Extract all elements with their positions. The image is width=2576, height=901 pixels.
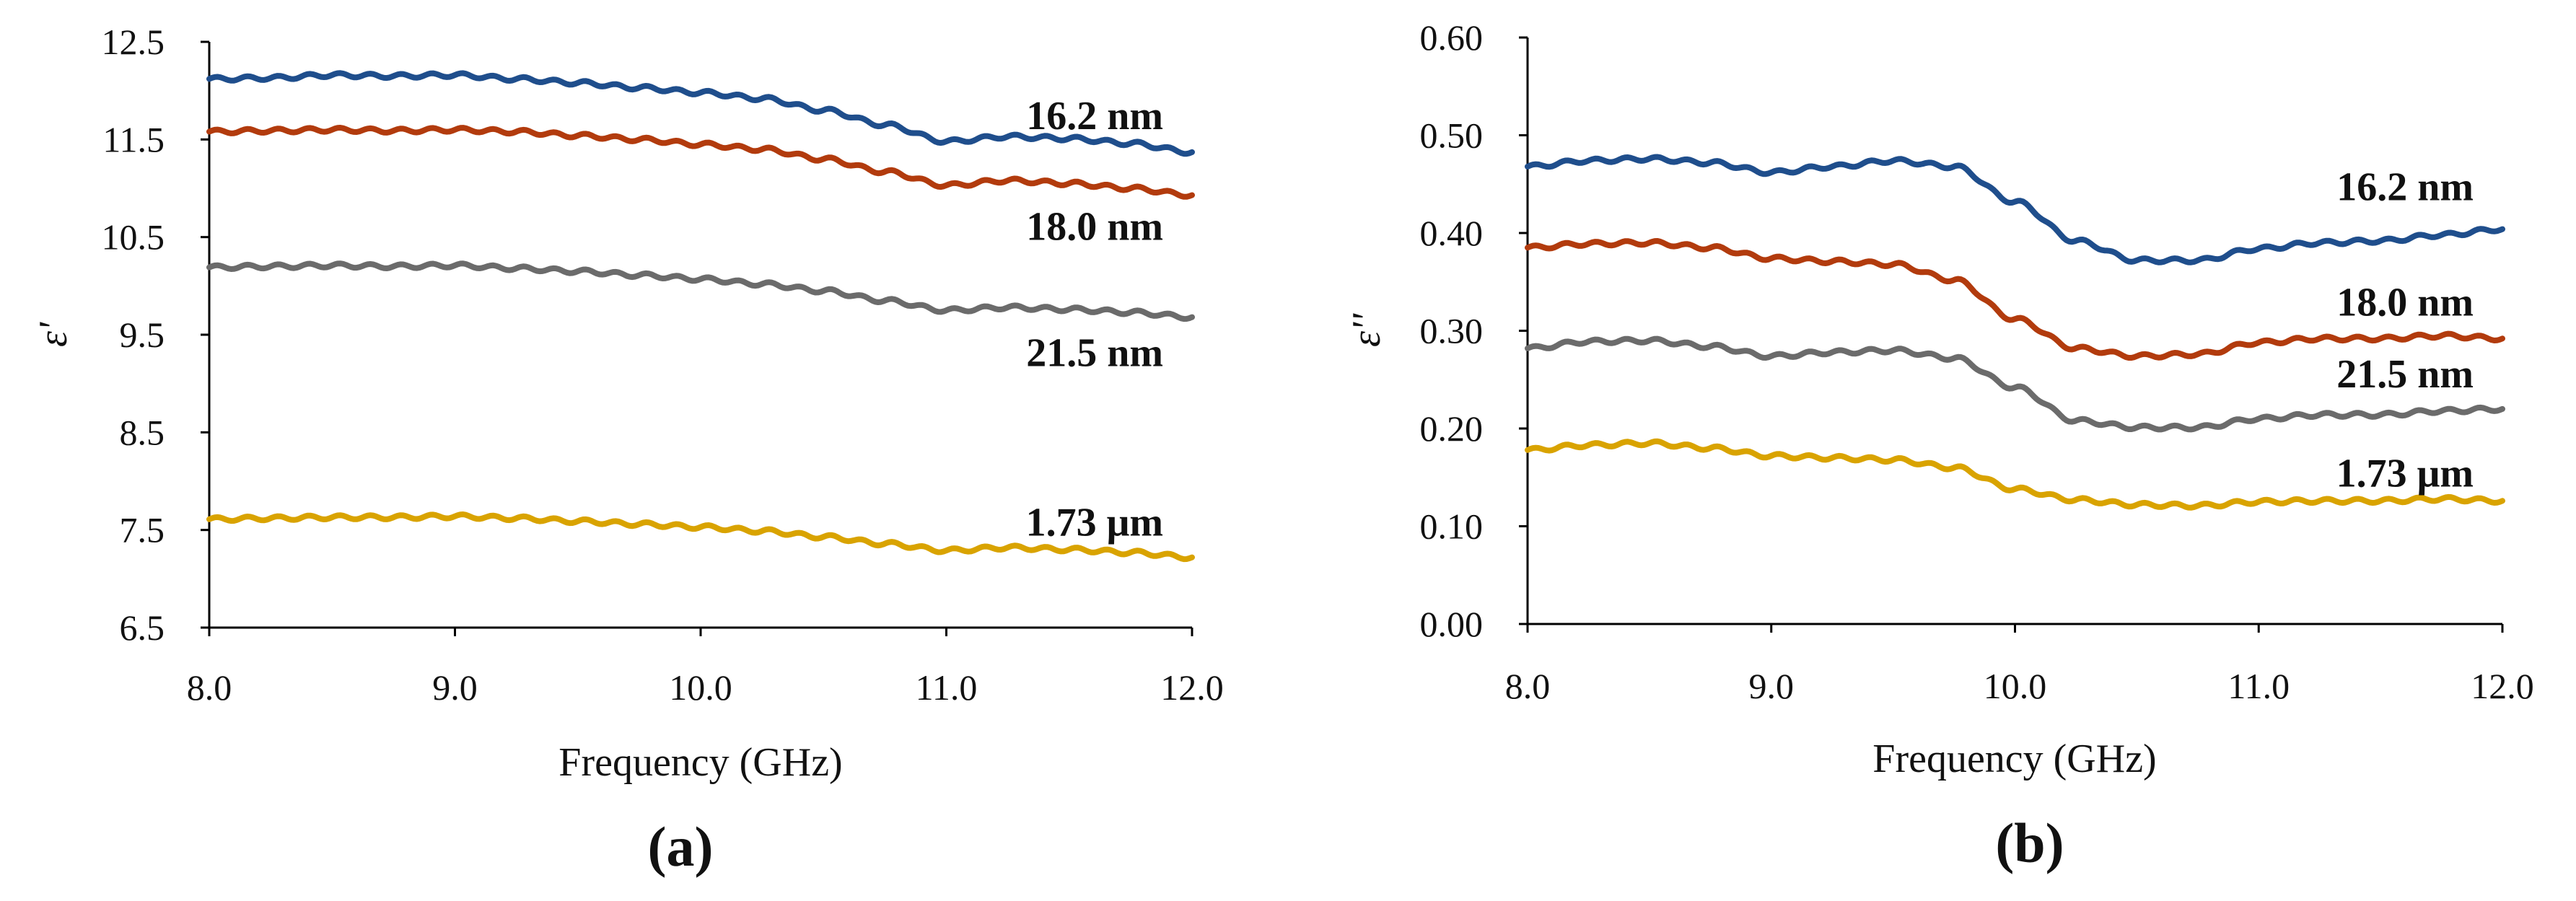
panel-label-a: (a) xyxy=(648,815,714,878)
y-tick-label: 7.5 xyxy=(120,510,165,550)
series-label: 21.5 nm xyxy=(2336,352,2474,397)
panel-label-b: (b) xyxy=(1995,812,2064,874)
series-label: 18.0 nm xyxy=(2336,280,2474,325)
y-tick-label: 0.50 xyxy=(1420,115,1484,156)
series-line-1 xyxy=(1525,238,2505,361)
series-lines xyxy=(1525,154,2505,511)
series-label: 1.73 μm xyxy=(2336,451,2474,496)
x-tick-label: 11.0 xyxy=(916,667,978,708)
series-line-2 xyxy=(206,260,1195,322)
x-tick-label: 9.0 xyxy=(1749,666,1795,706)
x-tick-label: 12.0 xyxy=(2471,666,2534,706)
y-tick-label: 0.30 xyxy=(1420,311,1484,351)
x-axis-title: Frequency (GHz) xyxy=(1872,737,2156,781)
y-tick-label: 10.5 xyxy=(102,217,165,258)
series-line-1 xyxy=(206,125,1195,200)
x-tick-label: 11.0 xyxy=(2227,666,2290,706)
series-label: 1.73 μm xyxy=(1026,501,1163,545)
y-tick-label: 11.5 xyxy=(102,119,165,159)
y-axis-title: ε'' xyxy=(1344,313,1389,347)
series-labels: 16.2 nm 18.0 nm 21.5 nm 1.73 μm xyxy=(1026,94,1163,545)
x-tick-label: 8.0 xyxy=(1505,666,1551,706)
series-line-0 xyxy=(1525,154,2505,265)
series-line-3 xyxy=(206,511,1195,563)
y-axis-title: ε' xyxy=(31,322,76,347)
series-line-3 xyxy=(1525,438,2505,511)
series-label: 16.2 nm xyxy=(2336,165,2474,210)
y-tick-label: 8.5 xyxy=(120,412,165,452)
y-tick-label: 0.00 xyxy=(1420,604,1484,644)
x-axis-title: Frequency (GHz) xyxy=(558,740,842,785)
series-line-0 xyxy=(206,70,1195,157)
x-tick-label: 10.0 xyxy=(1984,666,2047,706)
series-label: 21.5 nm xyxy=(1026,331,1163,376)
series-labels: 16.2 nm 18.0 nm 21.5 nm 1.73 μm xyxy=(2336,165,2474,496)
y-tick-label: 6.5 xyxy=(120,607,165,648)
y-tick-label: 9.5 xyxy=(120,315,165,355)
series-lines xyxy=(206,70,1195,563)
y-tick-label: 12.5 xyxy=(102,22,165,62)
x-tick-label: 8.0 xyxy=(187,667,232,708)
y-tick-label: 0.20 xyxy=(1420,408,1484,449)
x-tick-label: 10.0 xyxy=(669,667,732,708)
series-label: 18.0 nm xyxy=(1026,204,1163,249)
x-tick-label: 9.0 xyxy=(432,667,478,708)
y-tick-label: 0.10 xyxy=(1420,506,1484,547)
series-line-2 xyxy=(1525,335,2505,433)
series-label: 16.2 nm xyxy=(1026,94,1163,139)
chart-panel-b: 0.00 0.10 0.20 0.30 0.40 0.50 0.60 8.0 9.0 10.0 11… xyxy=(1344,17,2534,874)
x-tick-label: 12.0 xyxy=(1160,667,1224,708)
y-tick-label: 0.40 xyxy=(1420,213,1484,253)
chart-panel-a: 6.5 7.5 8.5 9.5 10.5 11.5 12.5 8.0 9.0 10.0 11.0 12… xyxy=(31,22,1224,878)
y-tick-label: 0.60 xyxy=(1420,17,1484,58)
axis-ticks: 6.5 7.5 8.5 9.5 10.5 11.5 12.5 8.0 9.0 10.0 11.0 12… xyxy=(102,22,1224,708)
axis-ticks: 0.00 0.10 0.20 0.30 0.40 0.50 0.60 8.0 9.0 10.0 11… xyxy=(1420,17,2534,706)
